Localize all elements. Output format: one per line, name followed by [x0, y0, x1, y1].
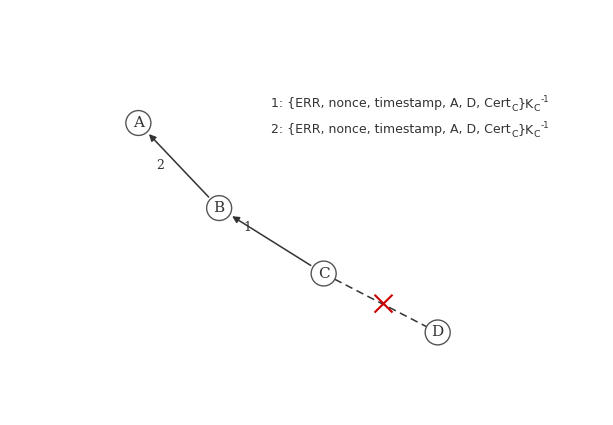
Text: 2: {ERR, nonce, timestamp, A, D, Cert: 2: {ERR, nonce, timestamp, A, D, Cert: [272, 123, 511, 136]
Text: 1: 1: [243, 221, 252, 234]
Text: C: C: [511, 130, 517, 139]
Text: A: A: [133, 116, 144, 130]
Text: C: C: [534, 104, 540, 113]
Ellipse shape: [126, 110, 151, 136]
Ellipse shape: [425, 320, 450, 345]
Text: B: B: [213, 201, 225, 215]
Ellipse shape: [311, 261, 336, 286]
Ellipse shape: [207, 196, 232, 221]
Text: C: C: [318, 266, 329, 281]
Text: 2: 2: [156, 159, 164, 172]
Text: }K: }K: [517, 123, 534, 136]
Text: C: C: [511, 104, 517, 113]
Text: D: D: [432, 326, 444, 340]
Text: -1: -1: [540, 95, 549, 104]
Text: }K: }K: [517, 96, 534, 110]
Text: 1: {ERR, nonce, timestamp, A, D, Cert: 1: {ERR, nonce, timestamp, A, D, Cert: [272, 96, 511, 110]
Text: C: C: [534, 130, 540, 139]
Text: -1: -1: [540, 121, 549, 130]
